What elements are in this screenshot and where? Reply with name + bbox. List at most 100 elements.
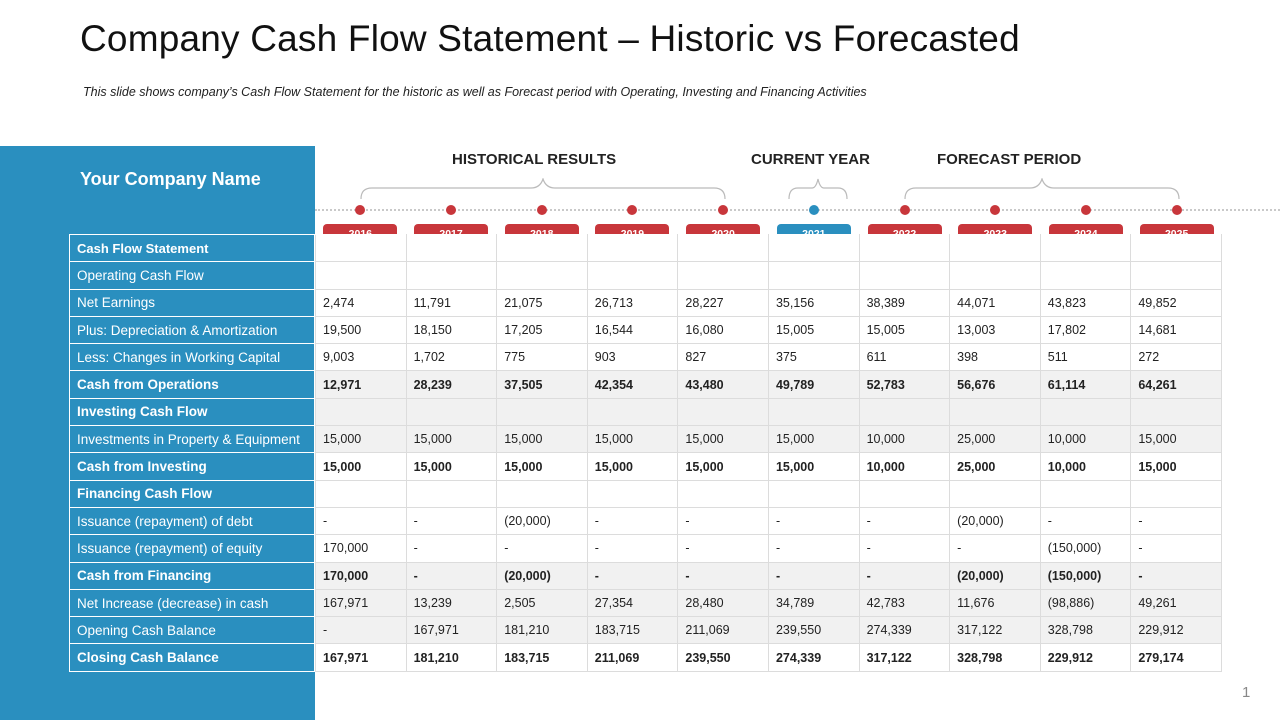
table-cell: 49,852	[1130, 288, 1222, 317]
row-label: Cash from Financing	[69, 561, 315, 590]
table-cell: 35,156	[767, 288, 860, 317]
table-cell: 25,000	[949, 425, 1041, 454]
row-label: Opening Cash Balance	[69, 616, 315, 645]
timeline-line	[315, 209, 1280, 211]
table-cell: 274,339	[858, 616, 951, 645]
table-row: 167,971 181,210 183,715 211,069 239,550 274,3…	[315, 643, 1222, 672]
table-cell: 167,971	[315, 588, 407, 618]
slide-title: Company Cash Flow Statement – Historic v…	[80, 18, 1020, 59]
table-cell: 13,003	[949, 315, 1041, 345]
table-cell: 15,000	[1130, 452, 1222, 481]
table-cell: -	[496, 534, 588, 563]
table-cell	[767, 261, 860, 290]
table-cell	[858, 233, 951, 263]
timeline-dot-2024	[1080, 205, 1091, 215]
row-label: Financing Cash Flow	[69, 479, 315, 508]
table-cell: -	[1130, 506, 1222, 536]
table-cell: 44,071	[949, 288, 1041, 317]
current-year-label: CURRENT YEAR	[751, 151, 870, 168]
table-cell: 12,971	[315, 370, 407, 399]
table-cell: 21,075	[496, 288, 588, 317]
row-label: Less: Changes in Working Capital	[69, 343, 315, 372]
table-row: 2,474 11,791 21,075 26,713 28,227 35,156 38,38…	[315, 288, 1222, 317]
row-label: Plus: Depreciation & Amortization	[69, 315, 315, 345]
table-cell	[405, 233, 498, 263]
table-cell: 15,000	[767, 452, 860, 481]
table-cell: 511	[1039, 343, 1132, 372]
table-cell: 15,000	[586, 425, 679, 454]
row-labels: Cash Flow Statement Operating Cash Flow Ne…	[69, 233, 315, 672]
table-cell	[1130, 479, 1222, 508]
row-label: Investing Cash Flow	[69, 397, 315, 427]
table-cell: 19,500	[315, 315, 407, 345]
timeline-dot-2018	[536, 205, 547, 215]
table-cell: -	[405, 561, 498, 590]
table-cell: -	[315, 506, 407, 536]
row-label: Closing Cash Balance	[69, 643, 315, 672]
table-cell: (150,000)	[1039, 534, 1132, 563]
table-cell: 2,474	[315, 288, 407, 317]
table-cell: 181,210	[405, 643, 498, 672]
table-cell: 17,802	[1039, 315, 1132, 345]
table-row: 170,000- (20,000) - - - - (20,000) (150,000) -	[315, 561, 1222, 590]
cash-flow-table: 2,474 11,791 21,075 26,713 28,227 35,156 38,38…	[315, 233, 1222, 672]
table-cell	[496, 397, 588, 427]
table-cell: 1,702	[405, 343, 498, 372]
timeline-dot-2022	[899, 205, 910, 215]
table-cell: -	[677, 506, 769, 536]
historical-brace	[360, 178, 726, 200]
table-cell	[1130, 261, 1222, 290]
table-cell: 903	[586, 343, 679, 372]
table-cell	[405, 479, 498, 508]
table-cell: 9,003	[315, 343, 407, 372]
table-cell	[405, 397, 498, 427]
table-cell: 15,005	[858, 315, 951, 345]
slide-subtitle: This slide shows company’s Cash Flow Sta…	[83, 85, 867, 99]
table-cell: 375	[767, 343, 860, 372]
table-cell: 15,000	[677, 425, 769, 454]
table-cell	[677, 397, 769, 427]
table-cell: 183,715	[496, 643, 588, 672]
table-cell: -	[767, 561, 860, 590]
table-cell: 398	[949, 343, 1041, 372]
table-row: 19,500 18,150 17,205 16,544 16,080 15,005 15,0…	[315, 315, 1222, 345]
table-cell: 15,000	[405, 425, 498, 454]
table-cell	[949, 261, 1041, 290]
table-cell	[586, 479, 679, 508]
row-label: Cash from Investing	[69, 452, 315, 481]
table-cell	[858, 261, 951, 290]
table-cell: 27,354	[586, 588, 679, 618]
table-cell: 167,971	[315, 643, 407, 672]
row-label: Cash Flow Statement	[69, 233, 315, 263]
table-cell	[496, 479, 588, 508]
table-cell: 775	[496, 343, 588, 372]
table-cell: 16,544	[586, 315, 679, 345]
table-cell: 15,000	[405, 452, 498, 481]
table-row	[315, 261, 1222, 290]
table-cell: 181,210	[496, 616, 588, 645]
timeline-dot-2017	[446, 205, 457, 215]
current-year-brace	[788, 178, 848, 200]
row-label: Operating Cash Flow	[69, 261, 315, 290]
table-cell: 25,000	[949, 452, 1041, 481]
table-cell	[677, 233, 769, 263]
timeline-dot-2021	[808, 205, 819, 215]
table-cell: -	[1039, 506, 1132, 536]
table-cell: 317,122	[949, 616, 1041, 645]
table-cell: 211,069	[586, 643, 679, 672]
table-cell: 15,000	[1130, 425, 1222, 454]
table-cell: 15,000	[315, 452, 407, 481]
timeline-dot-2023	[990, 205, 1001, 215]
table-cell	[315, 233, 407, 263]
table-cell: 13,239	[405, 588, 498, 618]
table-cell	[1039, 261, 1132, 290]
table-cell: 28,239	[405, 370, 498, 399]
table-cell: 43,823	[1039, 288, 1132, 317]
table-cell: 37,505	[496, 370, 588, 399]
timeline-dot-2019	[627, 205, 638, 215]
table-cell: 38,389	[858, 288, 951, 317]
table-cell: 56,676	[949, 370, 1041, 399]
table-cell	[858, 479, 951, 508]
table-cell: 28,227	[677, 288, 769, 317]
table-cell: 167,971	[405, 616, 498, 645]
